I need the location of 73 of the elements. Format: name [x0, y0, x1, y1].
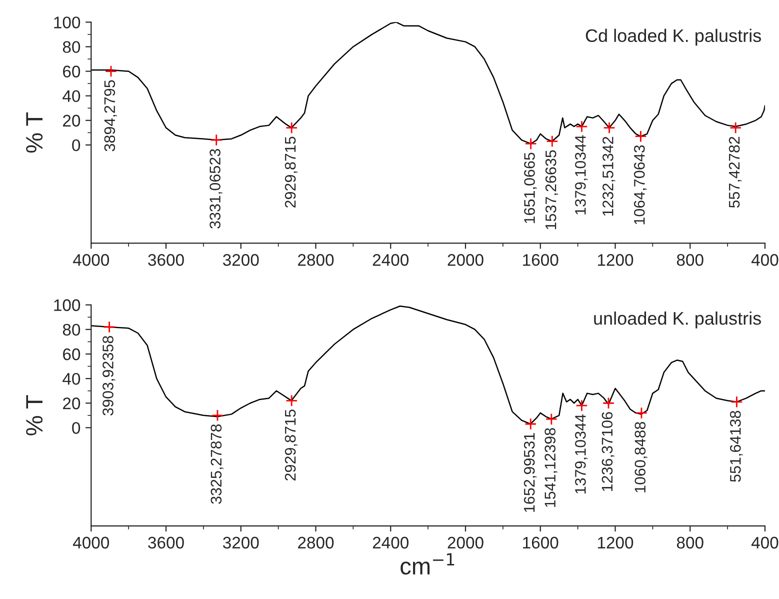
x-tick-label: 3600 — [148, 254, 184, 266]
point — [286, 394, 298, 407]
y-tick-label: 60 — [63, 66, 80, 78]
y-tick-label: 100 — [54, 16, 80, 28]
x-tick-label: 1200 — [598, 254, 634, 266]
x-tick-label: 800 — [676, 536, 704, 549]
point — [524, 418, 537, 430]
annotation: 551,64138 — [730, 410, 743, 482]
y-tick-label: 40 — [62, 90, 80, 102]
annotation: 1232,51342 — [602, 136, 616, 216]
y-tick-label: 20 — [63, 398, 80, 410]
x-tick-label: 2000 — [448, 254, 484, 266]
x-tick-label: 2000 — [448, 536, 484, 549]
annotation: 1379,10344 — [575, 414, 588, 494]
x-axis-title: cm$^{−1}$ — [400, 553, 454, 575]
point — [545, 413, 558, 426]
x-tick-label: 1600 — [523, 254, 558, 266]
x-tick-label: 4000 — [72, 536, 110, 549]
y-tick-label: 80 — [62, 324, 80, 336]
x-tick-label: 2400 — [372, 254, 409, 266]
annotation: 1060,8488 — [634, 422, 648, 492]
annotation: 1236,37106 — [602, 412, 614, 492]
x-tick-label: 400 — [751, 536, 778, 549]
point — [103, 320, 116, 334]
point — [524, 138, 537, 150]
point — [210, 134, 222, 146]
point — [730, 122, 742, 134]
point — [603, 122, 616, 134]
y-tick-label: 0 — [72, 422, 80, 434]
annotation: 1652,99531 — [524, 433, 537, 512]
point — [635, 406, 648, 420]
point — [602, 397, 615, 410]
point — [211, 409, 224, 422]
annotation: 1537,26635 — [545, 150, 558, 230]
x-tick-label: 4000 — [72, 254, 110, 266]
x-tick-label: 2800 — [298, 254, 334, 266]
x-tick-label: 400 — [751, 254, 778, 266]
y-tick-label: 100 — [54, 299, 80, 312]
x-tick-label: 3600 — [148, 536, 184, 549]
y-tick-label: 80 — [62, 41, 80, 53]
x-tick-label: 1600 — [523, 536, 558, 549]
point — [104, 65, 118, 78]
point — [730, 396, 743, 408]
x-tick-label: 1200 — [598, 536, 634, 549]
annotation: 1651,0665 — [524, 152, 537, 224]
annotation: 2929,8715 — [284, 136, 298, 208]
annotation: 3894,2795 — [104, 80, 117, 152]
annotation: 2929,8715 — [284, 410, 298, 480]
y-axis-title: % T — [26, 112, 43, 153]
annotation: 3325,27878 — [210, 424, 224, 504]
chart-title: Cd loaded K. palustris — [586, 28, 761, 46]
point — [286, 122, 298, 134]
point — [576, 120, 588, 133]
x-tick-label: 3200 — [222, 536, 259, 549]
annotation: 1541,12398 — [544, 428, 558, 507]
chart-title: unloaded K. palustris — [594, 312, 761, 328]
annotation: 3903,92358 — [102, 336, 116, 416]
x-tick-label: 3200 — [222, 254, 259, 266]
annotation: 1064,70643 — [634, 145, 647, 224]
point — [546, 135, 558, 148]
y-axis-title: % T — [26, 395, 43, 436]
y-tick-label: 40 — [62, 372, 80, 385]
point — [634, 130, 647, 142]
annotation: 3331,06523 — [210, 149, 222, 229]
y-tick-label: 20 — [63, 114, 80, 127]
x-tick-label: 2400 — [372, 536, 409, 549]
y-tick-label: 0 — [72, 139, 80, 152]
annotation: 1379,10344 — [575, 135, 588, 214]
y-tick-label: 60 — [63, 348, 80, 360]
annotation: 557,42782 — [728, 136, 742, 208]
point — [576, 400, 588, 412]
x-tick-label: 800 — [676, 254, 704, 266]
x-tick-label: 2800 — [298, 536, 334, 549]
